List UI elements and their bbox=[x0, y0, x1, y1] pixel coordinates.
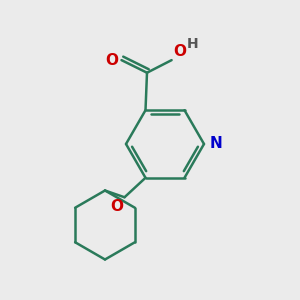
Text: N: N bbox=[209, 136, 222, 152]
Text: O: O bbox=[110, 199, 123, 214]
Text: O: O bbox=[173, 44, 186, 59]
Text: O: O bbox=[105, 52, 118, 68]
Text: H: H bbox=[187, 37, 199, 51]
